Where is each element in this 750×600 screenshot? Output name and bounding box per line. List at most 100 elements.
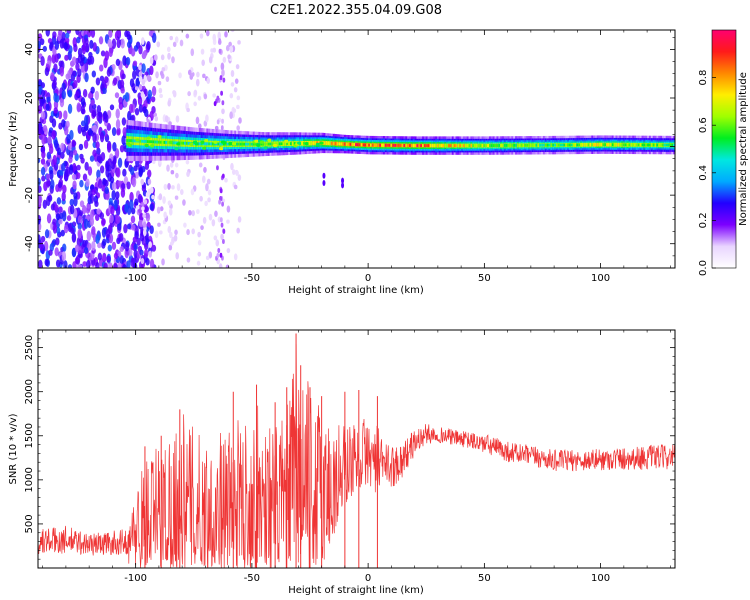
band-core: [156, 140, 159, 144]
faint-blob: [201, 175, 206, 184]
noise-blob: [82, 173, 88, 182]
faint-blob: [235, 170, 239, 176]
faint-blob: [138, 71, 143, 78]
noise-blob: [52, 154, 57, 166]
band-core: [429, 144, 432, 148]
noise-blob: [48, 129, 53, 138]
band-core: [643, 143, 646, 147]
noise-blob: [116, 167, 121, 178]
band-core: [621, 143, 624, 147]
noise-blob: [87, 30, 92, 38]
noise-blob: [138, 45, 143, 55]
noise-blob: [79, 60, 85, 67]
band-core: [239, 142, 242, 146]
band-core: [388, 143, 391, 147]
faint-blob: [187, 91, 191, 97]
band-core: [555, 143, 559, 147]
noise-blob: [91, 188, 97, 196]
noise-blob: [44, 258, 49, 267]
faint-blob: [164, 115, 169, 123]
noise-blob: [49, 41, 54, 50]
faint-blob: [149, 56, 154, 65]
faint-blob: [161, 258, 165, 266]
faint-blob: [173, 234, 178, 242]
noise-blob: [84, 72, 89, 83]
band-speckle: [259, 140, 265, 144]
faint-blob: [140, 178, 145, 186]
band-core: [550, 143, 553, 147]
noise-blob: [129, 191, 134, 202]
band-core: [262, 142, 265, 146]
faint-blob: [168, 208, 173, 216]
noise-blob: [118, 96, 123, 105]
band-core: [485, 144, 488, 148]
noise-blob: [83, 139, 89, 149]
band-core: [589, 143, 592, 147]
band-core: [580, 143, 583, 147]
band-core: [528, 143, 531, 147]
noise-blob: [149, 225, 154, 234]
band-core: [509, 143, 512, 147]
band-core: [632, 143, 635, 147]
noise-blob: [126, 181, 131, 190]
noise-blob: [115, 108, 120, 119]
streak-blob: [219, 188, 223, 194]
noise-blob: [77, 68, 82, 78]
band-core: [217, 142, 220, 146]
noise-blob: [80, 157, 85, 164]
band-core: [645, 143, 648, 147]
noise-blob: [97, 111, 103, 118]
noise-blob: [134, 171, 139, 179]
faint-blob: [190, 71, 195, 77]
noise-blob: [59, 66, 65, 77]
band-core: [487, 144, 490, 148]
band-core: [565, 143, 568, 147]
faint-blob: [203, 93, 208, 100]
noise-blob: [108, 48, 113, 58]
band-core: [453, 144, 456, 148]
noise-blob: [43, 181, 48, 192]
noise-blob: [124, 241, 130, 252]
noise-blob: [97, 242, 102, 249]
noise-blob: [76, 36, 81, 44]
noise-blob: [120, 188, 126, 198]
spectrogram-xlabel: Height of straight line (km): [288, 285, 424, 296]
faint-blob: [236, 125, 240, 131]
band-core: [159, 140, 162, 144]
spectrogram-panel: -100 -50 0 50 100 -40 -20 0 20 40 Height of strai…: [8, 29, 676, 296]
band-core: [524, 143, 527, 147]
noise-blob: [120, 38, 125, 49]
faint-blob: [196, 260, 201, 266]
noise-blob: [111, 38, 117, 50]
band-core: [423, 144, 427, 148]
faint-blob: [202, 216, 207, 224]
noise-blob: [83, 247, 89, 254]
faint-blob: [233, 253, 238, 261]
band-core: [377, 143, 380, 147]
band-core: [236, 142, 239, 146]
band-core: [349, 142, 352, 146]
noise-blob: [108, 30, 113, 38]
band-core: [611, 143, 614, 147]
streak-blob: [220, 125, 224, 131]
band-core: [163, 140, 166, 144]
faint-blob: [142, 228, 147, 237]
noise-blob: [113, 252, 119, 260]
band-core: [658, 143, 661, 147]
faint-blob: [148, 250, 153, 258]
faint-blob: [142, 221, 147, 228]
noise-blob: [112, 77, 118, 86]
faint-blob: [208, 251, 213, 259]
band-core: [459, 144, 462, 148]
faint-blob: [175, 115, 180, 123]
noise-blob: [66, 134, 71, 144]
noise-blob: [61, 251, 67, 262]
faint-blob: [196, 71, 200, 78]
band-core: [276, 142, 280, 146]
band-core: [334, 142, 337, 146]
faint-blob: [186, 228, 190, 236]
band-core: [622, 143, 626, 147]
band-core: [219, 142, 222, 146]
noise-blob: [97, 252, 103, 261]
